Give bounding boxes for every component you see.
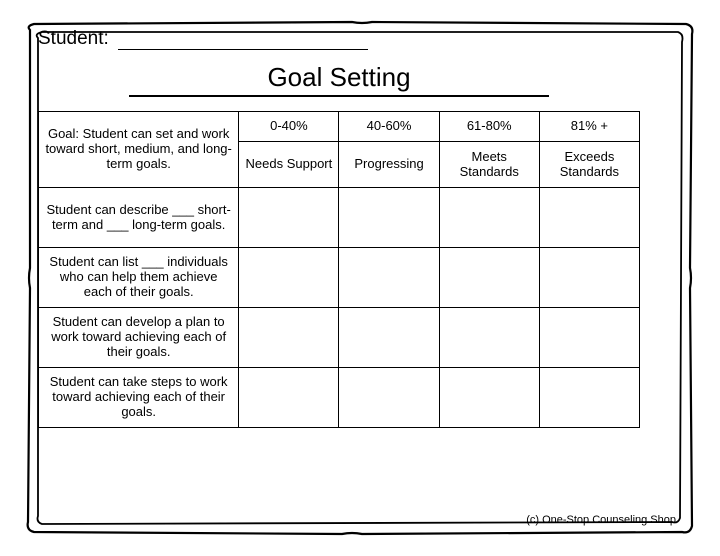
criteria-row-1: Student can list ___ individuals who can… (39, 248, 640, 308)
page-title: Goal Setting (261, 62, 416, 93)
pct-1: 40-60% (339, 112, 439, 142)
student-label: Student: (38, 28, 109, 49)
pct-0: 0-40% (239, 112, 339, 142)
pct-3: 81% + (539, 112, 639, 142)
cell-2-2[interactable] (439, 308, 539, 368)
lvl-1: Progressing (339, 142, 439, 188)
criteria-1: Student can list ___ individuals who can… (39, 248, 239, 308)
lvl-2: Meets Standards (439, 142, 539, 188)
cell-1-3[interactable] (539, 248, 639, 308)
cell-0-0[interactable] (239, 188, 339, 248)
cell-3-0[interactable] (239, 368, 339, 428)
criteria-row-2: Student can develop a plan to work towar… (39, 308, 640, 368)
criteria-2: Student can develop a plan to work towar… (39, 308, 239, 368)
cell-3-3[interactable] (539, 368, 639, 428)
student-blank-line[interactable] (118, 32, 368, 50)
lvl-0: Needs Support (239, 142, 339, 188)
percent-row: Goal: Student can set and work toward sh… (39, 112, 640, 142)
goal-cell: Goal: Student can set and work toward sh… (39, 112, 239, 188)
cell-1-1[interactable] (339, 248, 439, 308)
cell-2-0[interactable] (239, 308, 339, 368)
title-underline (129, 95, 549, 97)
cell-1-2[interactable] (439, 248, 539, 308)
cell-1-0[interactable] (239, 248, 339, 308)
student-field: Student: (38, 28, 640, 50)
pct-2: 61-80% (439, 112, 539, 142)
rubric-table: Goal: Student can set and work toward sh… (38, 111, 640, 428)
criteria-row-3: Student can take steps to work toward ac… (39, 368, 640, 428)
cell-0-2[interactable] (439, 188, 539, 248)
criteria-0: Student can describe ___ short-term and … (39, 188, 239, 248)
criteria-row-0: Student can describe ___ short-term and … (39, 188, 640, 248)
copyright: (c) One-Stop Counseling Shop (526, 514, 676, 526)
title-block: Goal Setting (38, 62, 640, 97)
cell-2-3[interactable] (539, 308, 639, 368)
cell-3-1[interactable] (339, 368, 439, 428)
cell-3-2[interactable] (439, 368, 539, 428)
cell-2-1[interactable] (339, 308, 439, 368)
cell-0-1[interactable] (339, 188, 439, 248)
lvl-3: Exceeds Standards (539, 142, 639, 188)
cell-0-3[interactable] (539, 188, 639, 248)
criteria-3: Student can take steps to work toward ac… (39, 368, 239, 428)
